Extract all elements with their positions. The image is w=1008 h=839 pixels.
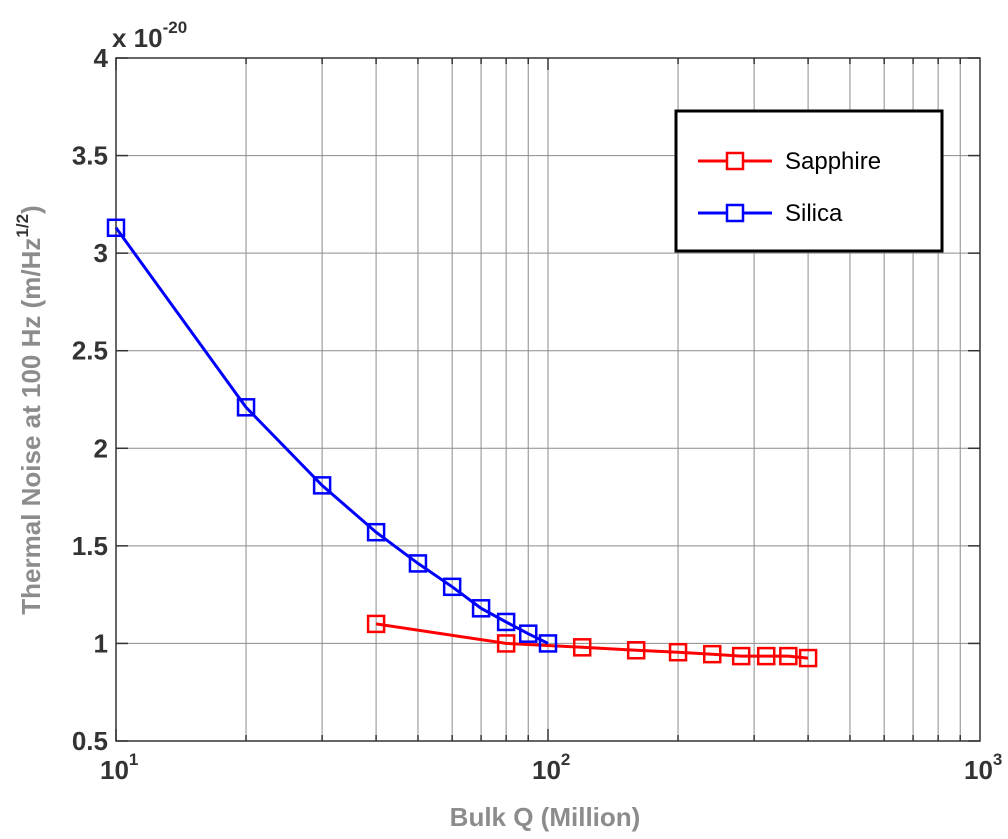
y-axis-label: Thermal Noise at 100 Hz (m/Hz1/2) — [13, 205, 46, 614]
y-tick-label: 2.5 — [72, 336, 108, 366]
sapphire-point — [779, 646, 798, 666]
legend-item-silica: Silica — [698, 200, 843, 227]
sapphire-point — [626, 641, 646, 660]
sapphire-point — [572, 638, 592, 657]
y-axis-label-exp: 1/2 — [13, 214, 32, 238]
y-tick-label: 2 — [94, 433, 108, 463]
series-silica — [106, 218, 558, 653]
y-tick-label: 1 — [94, 628, 108, 658]
legend-item-sapphire: Sapphire — [698, 148, 881, 175]
legend-silica-marker — [725, 203, 745, 223]
x-tick-label: 103 — [964, 750, 1002, 785]
sapphire-point — [366, 614, 386, 634]
x-tick-label-base: 10 — [100, 755, 129, 785]
y-axis-label-close: ) — [16, 205, 46, 214]
x-tick-label-exp: 2 — [561, 750, 570, 769]
silica-line — [114, 226, 549, 645]
silica-point — [496, 612, 516, 632]
y-tick-label: 3.5 — [72, 141, 108, 171]
x-tick-label-exp: 3 — [993, 750, 1002, 769]
silica-point — [106, 218, 126, 238]
legend-box — [674, 109, 944, 253]
silica-point — [471, 599, 491, 618]
x-tick-label-exp: 1 — [129, 750, 138, 769]
x-tick-labels: 101 102 103 — [100, 750, 1002, 785]
silica-point — [366, 522, 386, 542]
y-axis-label-main: Thermal Noise at 100 Hz (m/Hz — [16, 238, 46, 615]
silica-point — [236, 398, 256, 417]
axis-ticks — [115, 57, 980, 742]
y-tick-label: 0.5 — [72, 726, 108, 756]
y-axis-multiplier: x 10-20 — [112, 18, 187, 53]
x-tick-label-base: 10 — [532, 755, 561, 785]
series-layer — [106, 218, 818, 668]
sapphire-point — [798, 648, 818, 668]
y-tick-labels: 0.5 1 1.5 2 2.5 3 3.5 4 — [72, 43, 109, 756]
silica-point — [408, 554, 428, 573]
silica-point — [538, 634, 558, 653]
legend: Sapphire Silica — [674, 109, 944, 253]
y-tick-label: 3 — [94, 238, 108, 268]
sapphire-point — [756, 646, 776, 666]
sapphire-point — [668, 642, 688, 662]
silica-point — [442, 577, 462, 597]
x-tick-label: 101 — [100, 750, 138, 785]
y-tick-label: 1.5 — [72, 531, 108, 561]
x-axis-label: Bulk Q (Million) — [450, 802, 641, 832]
y-multiplier-exp: -20 — [163, 18, 188, 37]
y-multiplier-base: x 10 — [112, 23, 163, 53]
x-tick-label: 102 — [532, 750, 570, 785]
legend-silica-label: Silica — [785, 200, 843, 227]
silica-point — [518, 624, 538, 643]
legend-sapphire-label: Sapphire — [785, 148, 881, 175]
legend-sapphire-marker — [725, 151, 745, 171]
sapphire-point — [731, 646, 751, 666]
sapphire-point — [703, 644, 722, 664]
sapphire-point — [496, 634, 516, 653]
y-tick-label: 4 — [94, 43, 109, 73]
silica-point — [312, 476, 332, 495]
series-sapphire — [366, 614, 818, 668]
sapphire-line — [375, 622, 809, 660]
x-tick-label-base: 10 — [964, 755, 993, 785]
